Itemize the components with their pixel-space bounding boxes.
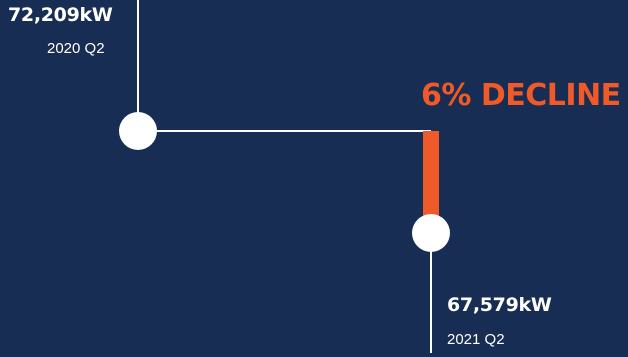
change-label: 6% DECLINE: [421, 78, 621, 113]
period-label-2021-q2: 2021 Q2: [447, 331, 505, 348]
point-marker-2020-q2: [119, 112, 157, 150]
value-label-2021-q2: 67,579kW: [447, 294, 552, 316]
period-label-2020-q2: 2020 Q2: [47, 40, 105, 57]
value-label-2020-q2: 72,209kW: [8, 4, 113, 26]
decline-bar: [423, 131, 439, 233]
point-marker-2021-q2: [412, 214, 450, 252]
